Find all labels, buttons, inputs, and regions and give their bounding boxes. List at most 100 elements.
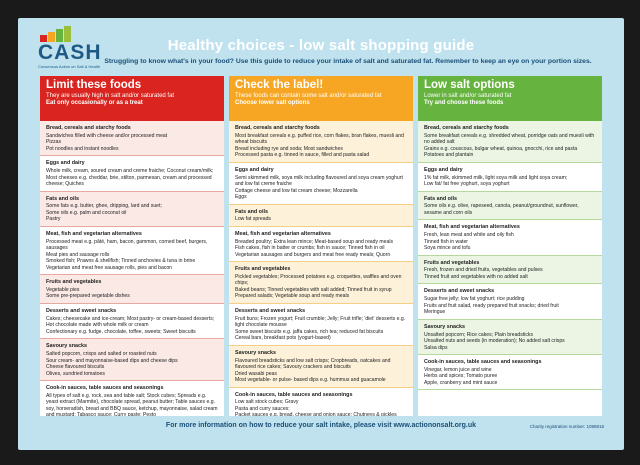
section-title: Meat, fish and vegetarian alternatives	[235, 230, 331, 237]
column-advice: Choose lower salt options	[235, 100, 310, 107]
section-title: Cook-in sauces, table sauces and seasoni…	[235, 391, 353, 398]
section-title: Fats and oils	[424, 195, 457, 202]
logo-bar-lime	[64, 26, 71, 42]
column-subheading: These foods can contain some salt and/or…	[235, 93, 382, 100]
food-section: Bread, cereals and starchy foods Some bre…	[418, 121, 602, 163]
section-title: Bread, cereals and starchy foods	[424, 125, 509, 131]
food-section: Cook-in sauces, table sauces and seasoni…	[418, 355, 602, 391]
column-heading: Check the label!	[235, 79, 324, 91]
food-section: Savoury snacks Salted popcorn, crisps and…	[40, 339, 224, 382]
food-section: Meat, fish and vegetarian alternatives Br…	[229, 227, 413, 263]
food-section: Fats and oils Low fat spreads	[229, 204, 413, 227]
section-body: 1% fat milk, skimmed milk, light soya mi…	[424, 174, 568, 188]
section-title: Meat, fish and vegetarian alternatives	[46, 230, 142, 237]
food-section: Fats and oils Some oils e.g. olive, rapes…	[418, 191, 602, 221]
food-section: Eggs and dairy Semi skimmed milk, soya mi…	[229, 163, 413, 205]
section-body: Fruit buns; Frozen yogurt; Fruit crumble…	[235, 315, 406, 342]
food-section: Desserts and sweet snacks Sugar free jell…	[418, 284, 602, 320]
food-section: Eggs and dairy Whole milk, cream, soured …	[40, 156, 224, 192]
logo-text: CASH	[38, 41, 102, 64]
section-body: Cakes; cheesecake and ice-cream; Most pa…	[46, 315, 215, 335]
section-title: Cook-in sauces, table sauces and seasoni…	[424, 359, 542, 366]
section-list: Bread, cereals and starchy foods Most bre…	[229, 121, 413, 416]
logo-bar-orange	[48, 32, 55, 42]
food-section: Cook-in sauces, table sauces and seasoni…	[40, 381, 224, 416]
food-section: Eggs and dairy 1% fat milk, skimmed milk,…	[418, 163, 602, 192]
section-title: Savoury snacks	[46, 343, 88, 350]
section-title: Eggs and dairy	[424, 166, 463, 173]
section-body: Vinegar, lemon juice and wine Herbs and …	[424, 366, 498, 386]
section-body: All types of salt e.g. rock, sea and tab…	[46, 392, 218, 416]
food-section: Bread, cereals and starchy foods Sandwich…	[40, 121, 224, 157]
section-title: Savoury snacks	[235, 349, 277, 356]
food-section: Cook-in sauces, table sauces and seasoni…	[229, 388, 413, 416]
section-title: Meat, fish and vegetarian alternatives	[424, 224, 520, 231]
logo-bar-red	[40, 35, 47, 42]
cash-logo: CASH Consensus Action on Salt & Health	[38, 26, 102, 72]
section-title: Desserts and sweet snacks	[424, 288, 495, 295]
section-body: Sugar free jelly; low fat yoghurt; rice …	[424, 296, 559, 316]
column-advice: Eat only occasionally or as a treat	[46, 100, 143, 107]
section-title: Bread, cereals and starchy foods	[46, 125, 131, 131]
food-section: Meat, fish and vegetarian alternatives Fr…	[418, 220, 602, 256]
section-body: Salted popcorn, crisps and salted or roa…	[46, 351, 178, 377]
section-body: Some breakfast cereals e.g. shredded whe…	[424, 132, 595, 159]
logo-bar-green	[56, 29, 63, 42]
column-subheading: They are usually high in salt and/or sat…	[46, 93, 175, 100]
section-body: Low salt stock cubes; Gravy Pasta and cu…	[235, 399, 397, 416]
guide-sheet: CASH Consensus Action on Salt & Health H…	[18, 18, 624, 450]
section-title: Fats and oils	[235, 208, 268, 215]
intro-text: Struggling to know what's in your food? …	[104, 58, 592, 65]
food-section: Fruits and vegetables Fresh, frozen and d…	[418, 255, 602, 285]
section-body: Low fat spreads	[235, 216, 271, 223]
section-body: Fresh, lean meat and white and oily fish…	[424, 232, 514, 252]
section-title: Fruits and vegetables	[424, 259, 480, 266]
section-title: Savoury snacks	[424, 323, 466, 330]
section-body: Fresh, frozen and dried fruits, vegetabl…	[424, 267, 543, 280]
page-title: Healthy choices - low salt shopping guid…	[167, 37, 475, 54]
charity-number: Charity registration number: 1098818	[529, 424, 604, 429]
column-heading: Limit these foods	[46, 79, 142, 91]
section-title: Bread, cereals and starchy foods	[235, 125, 320, 131]
food-section: Desserts and sweet snacks Fruit buns; Fro…	[229, 304, 413, 346]
column-advice: Try and choose these foods	[424, 100, 504, 107]
section-body: Whole milk, cream, soured cream and crem…	[46, 168, 214, 188]
footer-info: For more information on how to reduce yo…	[165, 422, 477, 429]
section-body: Pickled vegetables; Processed potatoes e…	[235, 273, 402, 300]
food-section: Meat, fish and vegetarian alternatives Pr…	[40, 227, 224, 276]
section-list: Bread, cereals and starchy foods Some bre…	[418, 121, 602, 391]
section-body: Processed meat e.g. pâté, ham, bacon, ga…	[46, 238, 208, 271]
logo-bars	[40, 26, 74, 42]
section-title: Fruits and vegetables	[46, 279, 102, 286]
food-section: Bread, cereals and starchy foods Most bre…	[229, 121, 413, 163]
section-title: Fats and oils	[46, 195, 79, 202]
section-body: Flavoured breadsticks and low salt crisp…	[235, 357, 391, 384]
section-body: Some oils e.g. olive, rapeseed, canola, …	[424, 203, 579, 216]
column-low-salt: Low salt options Lower in salt and/or sa…	[418, 76, 602, 416]
section-title: Desserts and sweet snacks	[235, 308, 306, 314]
column-limit: Limit these foods They are usually high …	[40, 76, 224, 416]
section-body: Some fats e.g. butter, ghee, dripping, l…	[46, 203, 162, 223]
section-body: Unsalted popcorn; Rice cakes; Plain brea…	[424, 331, 565, 351]
food-section: Fruits and vegetables Vegetable pies Some…	[40, 275, 224, 304]
column-check-label: Check the label! These foods can contain…	[229, 76, 413, 416]
food-section: Fruits and vegetables Pickled vegetables;…	[229, 262, 413, 304]
column-subheading: Lower in salt and/or saturated fat	[424, 93, 512, 100]
section-title: Eggs and dairy	[46, 160, 85, 167]
column-header: Limit these foods They are usually high …	[40, 76, 224, 121]
section-body: Vegetable pies Some pre-prepared vegetab…	[46, 286, 130, 300]
food-section: Savoury snacks Unsalted popcorn; Rice cak…	[418, 319, 602, 356]
logo-subtitle: Consensus Action on Salt & Health	[38, 64, 101, 69]
section-title: Cook-in sauces, table sauces and seasoni…	[46, 385, 164, 392]
food-section: Savoury snacks Flavoured breadsticks and …	[229, 345, 413, 388]
food-section: Desserts and sweet snacks Cakes; cheeseca…	[40, 304, 224, 340]
section-body: Semi skimmed milk, soya milk including f…	[235, 174, 403, 201]
column-header: Check the label! These foods can contain…	[229, 76, 413, 121]
column-header: Low salt options Lower in salt and/or sa…	[418, 76, 602, 121]
section-title: Desserts and sweet snacks	[46, 308, 117, 314]
section-title: Eggs and dairy	[235, 166, 274, 173]
food-section: Fats and oils Some fats e.g. butter, ghee…	[40, 191, 224, 227]
section-title: Fruits and vegetables	[235, 266, 291, 273]
column-heading: Low salt options	[424, 79, 515, 91]
section-body: Breaded poultry; Extra lean mince; Meat-…	[235, 238, 393, 258]
